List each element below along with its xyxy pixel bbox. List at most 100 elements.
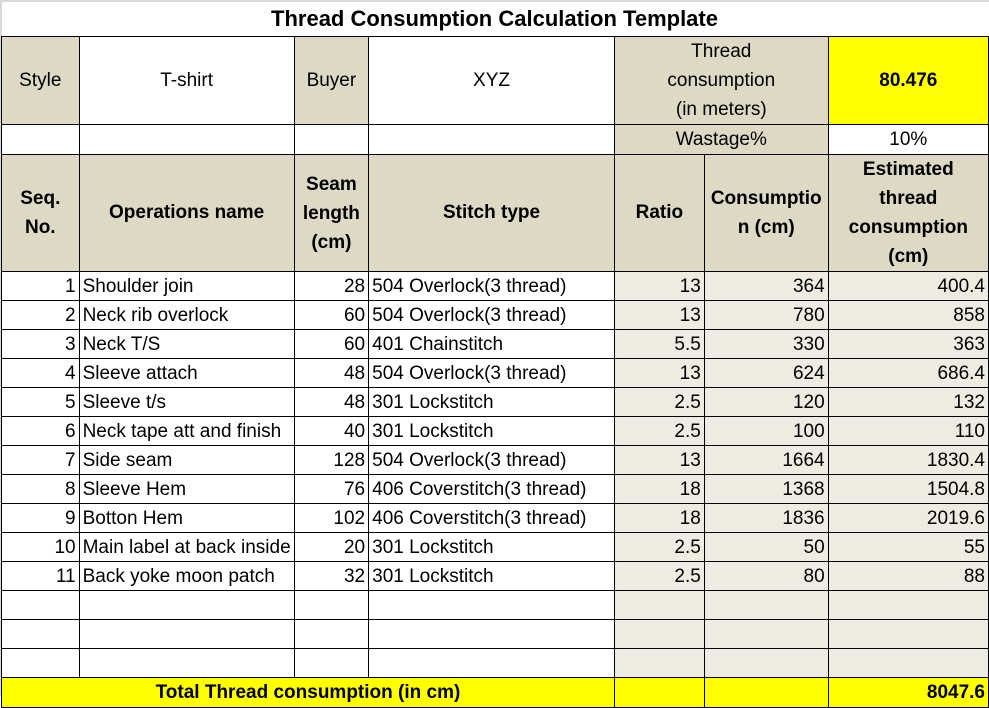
ratio-cell[interactable]: 13 — [613, 445, 705, 475]
stitch-type-cell[interactable]: 504 Overlock(3 thread) — [368, 445, 615, 475]
stitch-type-cell[interactable]: 301 Lockstitch — [368, 416, 615, 446]
operation-cell[interactable] — [78, 648, 295, 678]
stitch-type-cell[interactable] — [368, 619, 615, 649]
ratio-cell[interactable]: 18 — [613, 474, 705, 504]
estimated-cell[interactable]: 88 — [827, 561, 989, 591]
seam-length-cell[interactable] — [293, 619, 370, 649]
consumption-cell[interactable]: 1836 — [703, 503, 829, 533]
operation-cell[interactable]: Side seam — [78, 445, 295, 475]
estimated-cell[interactable]: 132 — [827, 387, 989, 417]
ratio-cell[interactable]: 5.5 — [613, 329, 705, 359]
total-value[interactable]: 8047.6 — [827, 677, 989, 708]
estimated-cell[interactable] — [827, 590, 989, 620]
seq-cell[interactable]: 4 — [1, 358, 80, 388]
stitch-type-cell[interactable] — [368, 590, 615, 620]
estimated-cell[interactable]: 2019.6 — [827, 503, 989, 533]
seam-length-cell[interactable] — [293, 648, 370, 678]
stitch-type-cell[interactable]: 504 Overlock(3 thread) — [368, 300, 615, 330]
ratio-cell[interactable] — [613, 648, 705, 678]
wastage-value[interactable]: 10% — [827, 124, 989, 155]
operation-cell[interactable]: Botton Hem — [78, 503, 295, 533]
total-ratio-empty[interactable] — [613, 677, 705, 708]
buyer-value-cell[interactable]: XYZ — [368, 36, 615, 125]
ratio-cell[interactable]: 13 — [613, 271, 705, 301]
thread-consumption-value[interactable]: 80.476 — [827, 36, 989, 125]
seq-cell[interactable]: 9 — [1, 503, 80, 533]
consumption-cell[interactable]: 624 — [703, 358, 829, 388]
operation-cell[interactable] — [78, 590, 295, 620]
seam-length-cell[interactable]: 128 — [293, 445, 370, 475]
estimated-cell[interactable]: 55 — [827, 532, 989, 562]
estimated-cell[interactable]: 110 — [827, 416, 989, 446]
seq-cell[interactable] — [1, 648, 80, 678]
ratio-cell[interactable]: 2.5 — [613, 561, 705, 591]
consumption-cell[interactable]: 1368 — [703, 474, 829, 504]
operation-cell[interactable]: Sleeve attach — [78, 358, 295, 388]
operation-cell[interactable]: Neck tape att and finish — [78, 416, 295, 446]
stitch-type-cell[interactable]: 504 Overlock(3 thread) — [368, 271, 615, 301]
stitch-type-cell[interactable] — [368, 648, 615, 678]
seq-cell[interactable] — [1, 590, 80, 620]
operation-cell[interactable]: Shoulder join — [78, 271, 295, 301]
estimated-cell[interactable]: 1830.4 — [827, 445, 989, 475]
estimated-cell[interactable] — [827, 619, 989, 649]
ratio-cell[interactable]: 13 — [613, 300, 705, 330]
consumption-cell[interactable]: 80 — [703, 561, 829, 591]
seq-cell[interactable] — [1, 619, 80, 649]
seam-length-cell[interactable] — [293, 590, 370, 620]
consumption-cell[interactable]: 50 — [703, 532, 829, 562]
consumption-cell[interactable]: 100 — [703, 416, 829, 446]
seam-length-cell[interactable]: 20 — [293, 532, 370, 562]
empty-cell[interactable] — [1, 124, 80, 155]
estimated-cell[interactable]: 686.4 — [827, 358, 989, 388]
estimated-cell[interactable]: 363 — [827, 329, 989, 359]
operation-cell[interactable]: Neck T/S — [78, 329, 295, 359]
operation-cell[interactable]: Sleeve Hem — [78, 474, 295, 504]
consumption-cell[interactable] — [703, 619, 829, 649]
estimated-cell[interactable] — [827, 648, 989, 678]
operation-cell[interactable] — [78, 619, 295, 649]
stitch-type-cell[interactable]: 301 Lockstitch — [368, 561, 615, 591]
seq-cell[interactable]: 3 — [1, 329, 80, 359]
estimated-cell[interactable]: 858 — [827, 300, 989, 330]
seq-cell[interactable]: 5 — [1, 387, 80, 417]
consumption-cell[interactable]: 120 — [703, 387, 829, 417]
seq-cell[interactable]: 11 — [1, 561, 80, 591]
ratio-cell[interactable]: 18 — [613, 503, 705, 533]
ratio-cell[interactable]: 2.5 — [613, 416, 705, 446]
consumption-cell[interactable]: 1664 — [703, 445, 829, 475]
consumption-cell[interactable] — [703, 590, 829, 620]
operation-cell[interactable]: Back yoke moon patch — [78, 561, 295, 591]
stitch-type-cell[interactable]: 401 Chainstitch — [368, 329, 615, 359]
stitch-type-cell[interactable]: 301 Lockstitch — [368, 387, 615, 417]
empty-cell[interactable] — [368, 124, 615, 155]
seam-length-cell[interactable]: 28 — [293, 271, 370, 301]
stitch-type-cell[interactable]: 406 Coverstitch(3 thread) — [368, 503, 615, 533]
empty-cell[interactable] — [78, 124, 295, 155]
ratio-cell[interactable]: 13 — [613, 358, 705, 388]
estimated-cell[interactable]: 1504.8 — [827, 474, 989, 504]
stitch-type-cell[interactable]: 504 Overlock(3 thread) — [368, 358, 615, 388]
consumption-cell[interactable] — [703, 648, 829, 678]
consumption-cell[interactable]: 780 — [703, 300, 829, 330]
seq-cell[interactable]: 2 — [1, 300, 80, 330]
seam-length-cell[interactable]: 48 — [293, 387, 370, 417]
seq-cell[interactable]: 7 — [1, 445, 80, 475]
ratio-cell[interactable] — [613, 619, 705, 649]
seam-length-cell[interactable]: 102 — [293, 503, 370, 533]
ratio-cell[interactable]: 2.5 — [613, 387, 705, 417]
consumption-cell[interactable]: 330 — [703, 329, 829, 359]
operation-cell[interactable]: Main label at back inside — [78, 532, 295, 562]
total-consumption-empty[interactable] — [703, 677, 829, 708]
seam-length-cell[interactable]: 60 — [293, 329, 370, 359]
seq-cell[interactable]: 6 — [1, 416, 80, 446]
empty-cell[interactable] — [293, 124, 370, 155]
seq-cell[interactable]: 8 — [1, 474, 80, 504]
seam-length-cell[interactable]: 40 — [293, 416, 370, 446]
seam-length-cell[interactable]: 76 — [293, 474, 370, 504]
ratio-cell[interactable] — [613, 590, 705, 620]
operation-cell[interactable]: Sleeve t/s — [78, 387, 295, 417]
seam-length-cell[interactable]: 48 — [293, 358, 370, 388]
estimated-cell[interactable]: 400.4 — [827, 271, 989, 301]
seam-length-cell[interactable]: 32 — [293, 561, 370, 591]
